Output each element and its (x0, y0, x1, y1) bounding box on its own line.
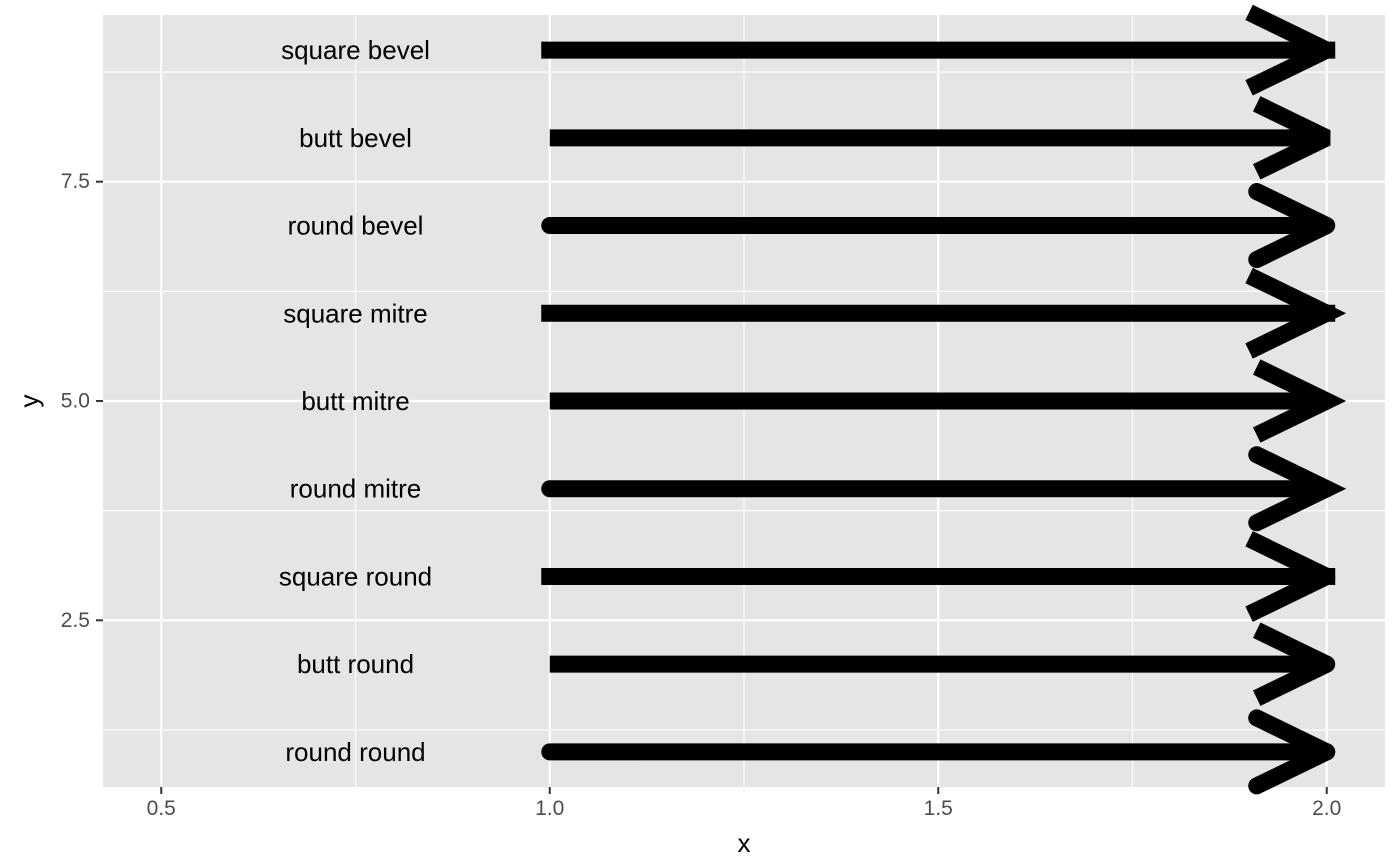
x-axis: 0.5 1.0 1.5 2.0 (147, 787, 1341, 820)
arrowhead (1248, 446, 1347, 532)
segment-label: round mitre (290, 474, 422, 504)
segment-label: square mitre (283, 298, 428, 328)
y-axis: 2.5 5.0 7.5 (61, 170, 103, 632)
arrowhead (1248, 709, 1336, 795)
arrowhead (1253, 96, 1331, 180)
segment-label: round round (285, 737, 425, 767)
segment-label: butt mitre (301, 386, 409, 416)
labels-layer: round round butt round square round round m… (279, 35, 432, 767)
segment-label: butt round (297, 649, 414, 679)
x-tick-label: 1.5 (924, 797, 953, 820)
y-tick-label: 7.5 (61, 170, 90, 193)
y-axis-title: y (14, 395, 44, 408)
arrowhead (1245, 267, 1347, 359)
x-tick-label: 1.0 (535, 797, 564, 820)
arrowhead (1245, 4, 1331, 96)
x-axis-title: x (738, 828, 751, 858)
arrowhead (1248, 183, 1331, 269)
x-tick-label: 2.0 (1312, 797, 1341, 820)
arrowhead (1253, 622, 1336, 706)
segment-label: square round (279, 561, 432, 591)
arrowhead (1253, 359, 1347, 443)
y-tick-label: 2.5 (61, 609, 90, 632)
arrowhead (1245, 531, 1336, 622)
segment-label: square bevel (281, 35, 430, 65)
segment-label: butt bevel (299, 123, 412, 153)
segments-layer (541, 4, 1347, 795)
x-tick-label: 0.5 (147, 797, 176, 820)
y-tick-label: 5.0 (61, 390, 90, 413)
segment-label: round bevel (288, 211, 424, 241)
